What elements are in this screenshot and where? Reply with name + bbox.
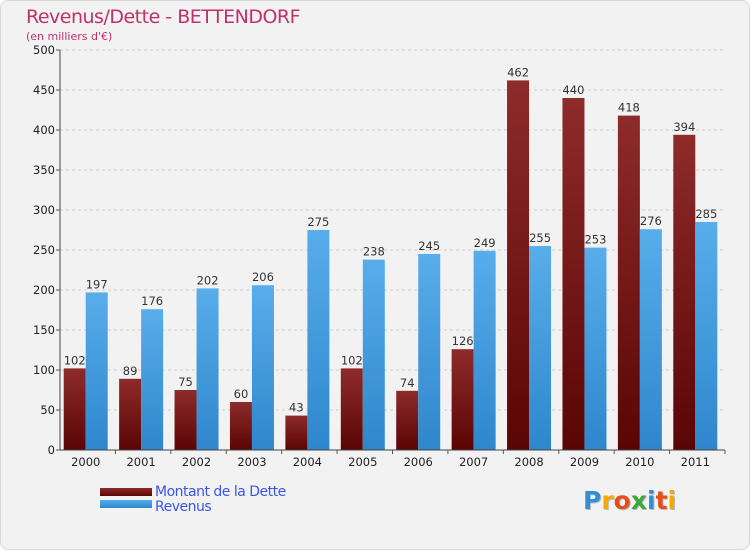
- data-label: 238: [363, 245, 385, 259]
- chart-subtitle: (en milliers d'€): [26, 30, 113, 43]
- bar-dette: [673, 134, 696, 451]
- y-tick-label: 200: [33, 283, 55, 297]
- data-label: 74: [400, 376, 415, 390]
- data-label: 418: [618, 101, 640, 115]
- legend-swatch-debt: [100, 488, 152, 496]
- bar-dette: [507, 80, 530, 451]
- bar-revenus: [141, 309, 164, 450]
- data-label: 285: [695, 207, 717, 221]
- logo-letter: P: [583, 486, 602, 515]
- x-tick-label: 2002: [182, 455, 211, 469]
- x-tick-label: 2010: [625, 455, 654, 469]
- y-tick-label: 300: [33, 203, 55, 217]
- data-label: 462: [507, 65, 529, 79]
- legend-swatch-revenus: [100, 500, 152, 508]
- data-label: 102: [341, 353, 363, 367]
- bar-dette: [562, 98, 585, 450]
- logo-letter: i: [647, 486, 656, 515]
- bar-dette: [617, 115, 640, 450]
- data-label: 102: [64, 353, 86, 367]
- bar-dette: [451, 349, 474, 450]
- x-tick-label: 2000: [71, 455, 100, 469]
- data-label: 253: [584, 233, 606, 247]
- x-tick-label: 2003: [237, 455, 266, 469]
- data-label: 276: [640, 214, 662, 228]
- y-tick-label: 100: [33, 363, 55, 377]
- bar-revenus: [418, 254, 441, 450]
- y-tick-label: 400: [33, 123, 55, 137]
- legend-label-revenus: Revenus: [155, 499, 212, 515]
- bar-dette: [119, 378, 142, 450]
- legend-label-debt: Montant de la Dette: [155, 484, 286, 500]
- data-label: 206: [252, 270, 274, 284]
- data-label: 275: [307, 215, 329, 229]
- data-label: 43: [289, 401, 304, 415]
- bar-revenus: [251, 285, 274, 450]
- proxiti-logo: Proxiti: [583, 486, 676, 515]
- data-label: 197: [86, 277, 108, 291]
- logo-letter: x: [630, 486, 647, 515]
- bar-revenus: [362, 259, 385, 450]
- x-tick-label: 2005: [348, 455, 377, 469]
- y-tick-label: 150: [33, 323, 55, 337]
- x-tick-label: 2004: [293, 455, 322, 469]
- data-label: 60: [234, 387, 249, 401]
- bar-revenus: [85, 292, 108, 450]
- bar-revenus: [473, 250, 496, 450]
- chart-title: Revenus/Dette - BETTENDORF: [26, 6, 301, 28]
- y-tick-label: 0: [48, 443, 55, 457]
- data-label: 176: [141, 294, 163, 308]
- data-label: 255: [529, 231, 551, 245]
- y-tick-label: 250: [33, 243, 55, 257]
- x-tick-label: 2008: [514, 455, 543, 469]
- bar-dette: [340, 368, 363, 450]
- x-tick-label: 2009: [570, 455, 599, 469]
- bar-revenus: [196, 288, 219, 450]
- x-tick-label: 2006: [404, 455, 433, 469]
- logo-letter: t: [655, 486, 668, 515]
- bar-revenus: [695, 222, 718, 450]
- bar-dette: [285, 415, 308, 450]
- x-tick-label: 2001: [126, 455, 155, 469]
- data-label: 75: [178, 375, 193, 389]
- data-label: 245: [418, 239, 440, 253]
- data-label: 126: [452, 334, 474, 348]
- data-label: 202: [197, 273, 219, 287]
- bar-revenus: [639, 229, 662, 450]
- bar-dette: [396, 390, 419, 450]
- y-tick-label: 50: [40, 403, 55, 417]
- logo-letter: r: [601, 486, 614, 515]
- y-tick-label: 450: [33, 83, 55, 97]
- data-label: 89: [123, 364, 138, 378]
- y-tick-label: 500: [33, 43, 55, 57]
- x-tick-label: 2011: [681, 455, 710, 469]
- bar-dette: [229, 402, 252, 450]
- data-label: 249: [474, 236, 496, 250]
- y-tick-label: 350: [33, 163, 55, 177]
- bar-revenus: [584, 247, 607, 450]
- bar-dette: [174, 390, 197, 450]
- data-label: 394: [673, 120, 695, 134]
- bar-revenus: [307, 230, 330, 450]
- logo-letter: o: [613, 486, 631, 515]
- bar-revenus: [529, 246, 552, 450]
- logo-letter: i: [667, 486, 677, 515]
- bar-dette: [63, 368, 86, 450]
- data-label: 440: [562, 83, 584, 97]
- x-tick-label: 2007: [459, 455, 488, 469]
